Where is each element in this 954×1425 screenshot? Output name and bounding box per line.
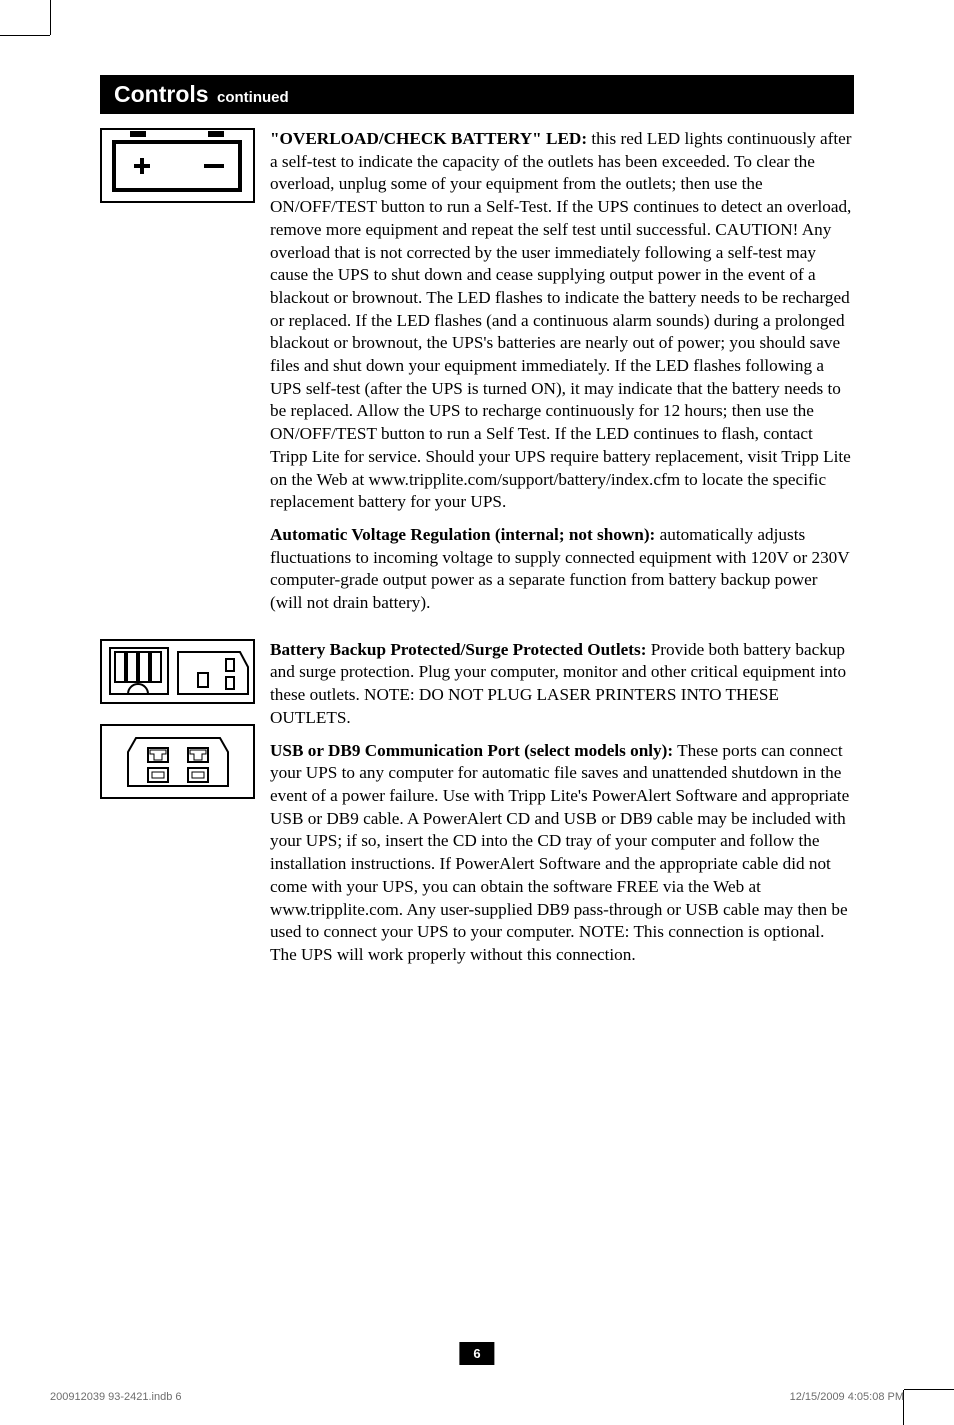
section-header: Controls continued xyxy=(100,75,854,114)
usb-lead: USB or DB9 Communication Port (select mo… xyxy=(270,741,673,760)
outlets-paragraph: Battery Backup Protected/Surge Protected… xyxy=(270,639,854,730)
crop-mark xyxy=(904,1389,954,1390)
avr-lead: Automatic Voltage Regulation (internal; … xyxy=(270,525,655,544)
usb-paragraph: USB or DB9 Communication Port (select mo… xyxy=(270,740,854,967)
battery-icon xyxy=(100,128,255,203)
avr-paragraph: Automatic Voltage Regulation (internal; … xyxy=(270,524,854,615)
crop-mark xyxy=(50,0,51,35)
overload-lead: "OVERLOAD/CHECK BATTERY" LED: xyxy=(270,129,587,148)
usb-body: These ports can connect your UPS to any … xyxy=(270,741,849,964)
header-subtitle: continued xyxy=(217,89,289,106)
overload-paragraph: "OVERLOAD/CHECK BATTERY" LED: this red L… xyxy=(270,128,854,514)
outlets-icon xyxy=(100,639,255,704)
overload-body: this red LED lights continuously after a… xyxy=(270,129,852,511)
footer-left: 200912039 93-2421.indb 6 xyxy=(50,1391,182,1403)
usb-port-icon xyxy=(100,724,255,799)
crop-mark xyxy=(0,35,50,36)
footer-right: 12/15/2009 4:05:08 PM xyxy=(790,1391,904,1403)
header-title: Controls xyxy=(114,81,209,107)
page-number: 6 xyxy=(459,1342,494,1365)
outlets-lead: Battery Backup Protected/Surge Protected… xyxy=(270,640,646,659)
